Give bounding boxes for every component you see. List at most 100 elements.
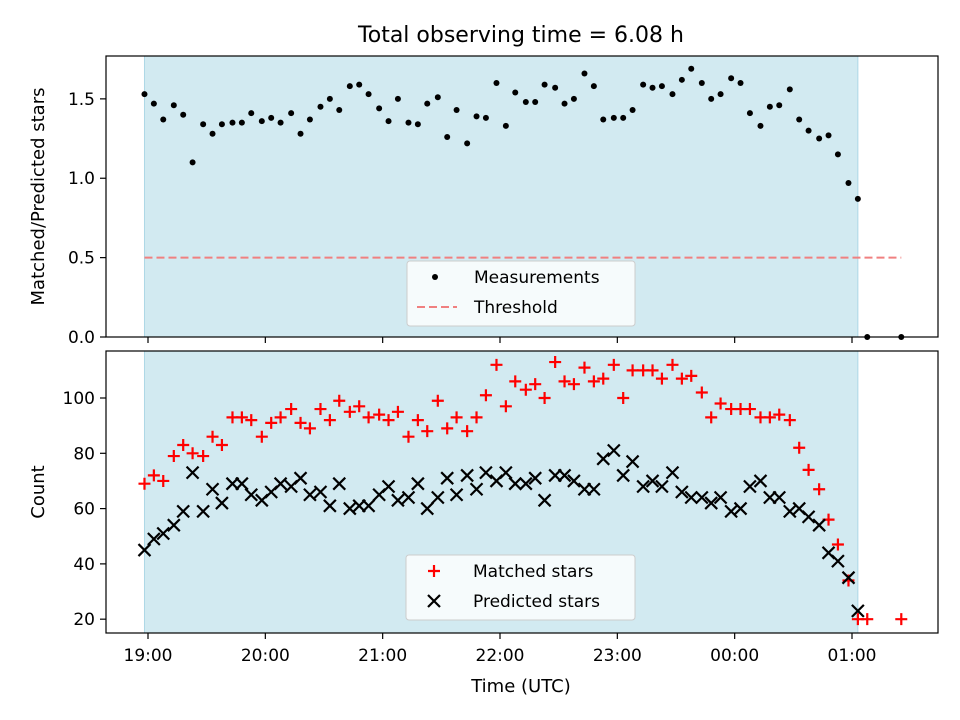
data-point: [394, 95, 401, 102]
data-point: [737, 79, 744, 86]
data-point: [499, 465, 513, 480]
data-point: [248, 110, 255, 117]
data-point: [541, 81, 548, 88]
data-point: [235, 476, 249, 491]
data-point: [440, 471, 454, 485]
data-point: [167, 450, 180, 463]
data-point: [385, 118, 392, 125]
data-point: [353, 400, 366, 413]
data-point: [558, 375, 571, 388]
data-point: [150, 100, 157, 107]
data-point: [570, 95, 577, 102]
data-point: [449, 487, 464, 502]
y-axis-label: Matched/Predicted stars: [28, 88, 49, 306]
data-point: [450, 411, 463, 424]
data-point: [274, 411, 287, 424]
data-point: [508, 476, 523, 491]
data-point: [825, 132, 832, 139]
data-point: [186, 447, 199, 460]
data-point: [626, 364, 639, 377]
legend-box: [405, 554, 636, 621]
data-point: [783, 414, 796, 427]
legend-marker: [432, 274, 438, 280]
y-tick-label: 100: [63, 389, 95, 409]
data-point: [365, 91, 372, 98]
data-point: [170, 102, 177, 109]
data-point: [431, 394, 444, 407]
x-tick-label: 01:00: [828, 646, 877, 666]
data-point: [597, 372, 610, 385]
data-point: [470, 411, 483, 424]
data-point: [607, 358, 620, 371]
data-point: [557, 468, 572, 483]
data-point: [695, 386, 708, 399]
data-point: [658, 83, 665, 90]
axes-frame: [105, 350, 939, 634]
data-point: [382, 414, 395, 427]
data-point: [793, 441, 806, 454]
data-point: [460, 468, 474, 483]
data-point: [381, 479, 396, 494]
data-point: [813, 483, 826, 496]
data-point: [277, 119, 284, 126]
data-point: [434, 94, 441, 101]
y-tick-label: 0.5: [68, 249, 95, 269]
data-point: [215, 439, 228, 451]
data-point: [431, 490, 445, 505]
data-point: [695, 490, 709, 505]
data-point: [444, 133, 451, 140]
data-point: [141, 91, 148, 98]
data-point: [600, 116, 607, 123]
data-point: [323, 499, 337, 513]
data-point: [313, 485, 328, 499]
data-point: [332, 476, 347, 491]
data-point: [805, 127, 812, 134]
series-matched-stars: [138, 356, 908, 626]
data-point: [229, 119, 236, 126]
data-point: [461, 425, 474, 438]
data-point: [238, 119, 245, 126]
data-point: [361, 499, 376, 513]
data-point: [326, 95, 333, 102]
data-point: [177, 439, 190, 451]
data-point: [675, 485, 689, 499]
data-point: [625, 454, 640, 469]
y-tick-label: 60: [73, 500, 95, 520]
legend-label: Matched stars: [473, 562, 593, 582]
data-point: [519, 476, 533, 491]
top-panel: 0.0 0.5 1.0 1.5 Matched/Predicted stars Measu…: [28, 55, 939, 348]
data-point: [669, 91, 676, 98]
data-point: [362, 411, 375, 424]
data-point: [610, 114, 617, 121]
data-point: [796, 116, 803, 123]
data-point: [303, 422, 316, 435]
data-point: [441, 422, 454, 435]
x-tick-label: 23:00: [593, 646, 642, 666]
data-point: [215, 496, 229, 510]
data-point: [373, 408, 386, 421]
data-point: [138, 477, 151, 490]
data-point: [685, 369, 698, 382]
series-predicted-stars: [137, 443, 865, 618]
chart-title: Total observing time = 6.08 h: [357, 23, 684, 48]
data-point: [581, 70, 588, 77]
data-point: [285, 403, 298, 416]
data-point: [512, 89, 519, 96]
data-point: [160, 116, 167, 123]
y-tick-label: 40: [73, 555, 95, 575]
data-point: [567, 378, 580, 391]
data-point: [176, 504, 190, 519]
data-point: [258, 118, 265, 125]
data-point: [479, 465, 493, 480]
data-point: [617, 392, 630, 404]
data-point: [414, 121, 421, 128]
data-point: [616, 468, 630, 483]
data-point: [273, 476, 288, 491]
data-point: [206, 430, 219, 443]
data-point: [684, 490, 699, 505]
data-point: [529, 378, 542, 391]
data-point: [861, 613, 874, 626]
data-point: [343, 405, 356, 418]
series-measurements: [141, 65, 905, 340]
